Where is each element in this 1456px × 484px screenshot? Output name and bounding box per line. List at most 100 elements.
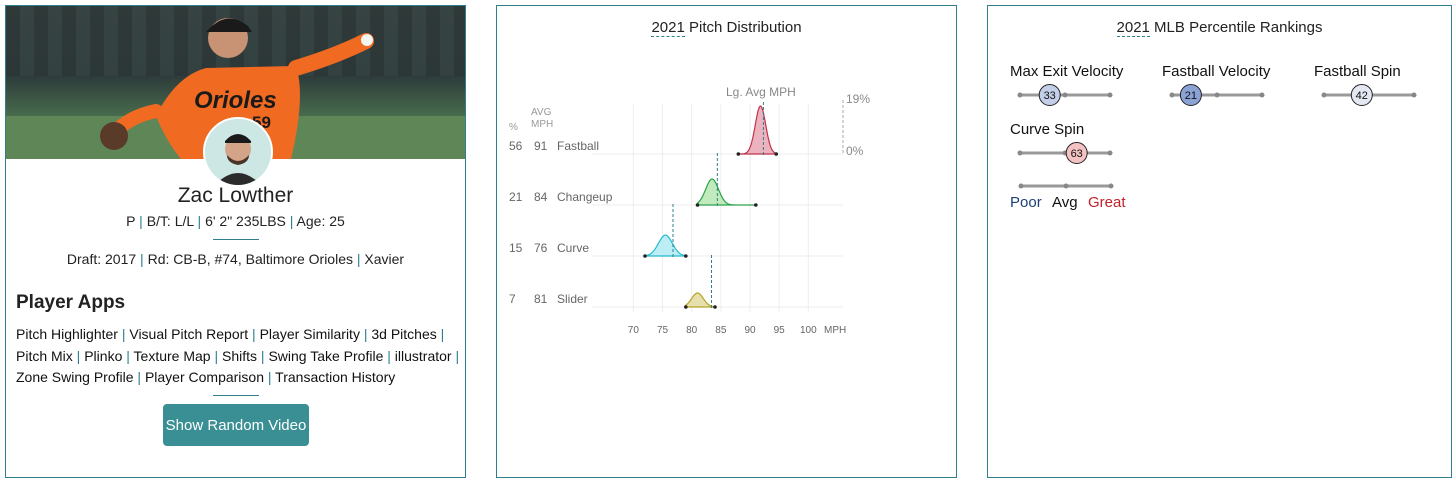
x-tick-label: 100: [800, 325, 817, 336]
x-tick-label: 70: [628, 325, 640, 336]
legend-scale: [1018, 183, 1114, 189]
app-link[interactable]: Pitch Highlighter: [16, 326, 118, 342]
min-point: [643, 254, 647, 258]
percentile-rankings-title: 2021 MLB Percentile Rankings: [1116, 19, 1323, 37]
metric-label: Fastball Spin: [1314, 63, 1401, 80]
percentile-marker: [1350, 84, 1373, 106]
app-link[interactable]: 3d Pitches: [371, 326, 437, 342]
separator: |: [248, 326, 260, 342]
draft-round: Rd: CB-B, #74, Baltimore Orioles: [147, 251, 353, 267]
pitch-distribution-title: 2021 Pitch Distribution: [651, 19, 802, 37]
percentile-slider: 33: [1017, 84, 1113, 106]
density-curve-curve: [644, 234, 687, 257]
divider: [213, 395, 259, 396]
player-apps-links: Pitch Highlighter | Visual Pitch Report …: [16, 324, 461, 389]
pitch-name: Fastball: [557, 139, 599, 153]
app-link[interactable]: Texture Map: [133, 347, 211, 364]
scale-max-label: 19%: [846, 92, 870, 106]
legend-avg: Avg: [1052, 194, 1078, 211]
metric-label: Max Exit Velocity: [1010, 63, 1124, 80]
percentile-value: 21: [1185, 90, 1197, 102]
metric-label: Fastball Velocity: [1162, 63, 1271, 80]
pitch-pct: 56: [509, 139, 523, 153]
separator: |: [122, 347, 134, 364]
separator: |: [436, 326, 445, 342]
percentile-rankings-panel: 2021 MLB Percentile Rankings Max Exit Ve…: [987, 5, 1452, 478]
player-card: Orioles 59 Zac Lowther P | B/T: L/L | 6'…: [5, 5, 466, 478]
app-link[interactable]: Visual Pitch Report: [129, 326, 249, 342]
jersey-text: Orioles: [194, 87, 277, 114]
percentile-slider: 63: [1017, 142, 1113, 164]
pitch-avg-mph: 81: [534, 292, 548, 306]
position: P: [126, 213, 136, 229]
height-weight: 6' 2" 235LBS: [205, 213, 286, 229]
x-tick-label: 95: [774, 325, 786, 336]
bats-throws: B/T: L/L: [146, 213, 194, 229]
app-link[interactable]: Transaction History: [275, 369, 396, 385]
show-random-video-button[interactable]: Show Random Video: [163, 404, 309, 446]
player-action-photo: Orioles 59: [6, 6, 465, 159]
separator: |: [264, 369, 276, 385]
legend-poor: Poor: [1010, 194, 1042, 211]
percentile-value: 42: [1356, 90, 1368, 102]
x-tick-label: 85: [715, 325, 727, 336]
percentile-slider: 42: [1321, 84, 1417, 106]
x-tick-label: 80: [686, 325, 698, 336]
pitch-pct: 21: [509, 190, 523, 204]
age: Age: 25: [296, 213, 345, 229]
app-link[interactable]: Player Comparison: [144, 369, 264, 385]
min-point: [695, 203, 700, 207]
max-point: [684, 254, 688, 258]
percentile-marker: [1038, 84, 1061, 106]
lg-avg-label: Lg. Avg MPH: [726, 85, 796, 99]
x-tick-label: 75: [657, 325, 669, 336]
pitch-distribution-chart: % AVG MPH Lg. Avg MPH 19% 0% 56 91 Fastbal…: [509, 85, 870, 336]
separator: |: [451, 347, 460, 364]
separator: |: [117, 326, 130, 342]
col-mph-header: MPH: [531, 119, 553, 130]
metric-label: Curve Spin: [1010, 121, 1085, 138]
min-point: [736, 152, 741, 156]
draft-year: Draft: 2017: [66, 251, 137, 267]
legend-great: Great: [1088, 194, 1126, 211]
app-link[interactable]: Pitch Mix: [16, 347, 73, 364]
percentile-slider: 21: [1169, 84, 1265, 106]
col-pct-header: %: [509, 122, 518, 133]
density-curve-changeup: [696, 178, 756, 206]
percentile-marker: [1179, 84, 1202, 106]
player-apps-title: Player Apps: [16, 292, 126, 313]
player-info: P | B/T: L/L | 6' 2" 235LBS | Age: 25: [126, 213, 345, 229]
x-tick-label: 90: [744, 325, 756, 336]
avatar: [203, 117, 273, 187]
app-link[interactable]: Shifts: [222, 347, 258, 364]
x-unit-label: MPH: [824, 325, 846, 336]
percentile-value: 33: [1044, 90, 1056, 102]
separator: |: [359, 326, 372, 342]
app-link[interactable]: illustrator: [394, 347, 452, 364]
player-name: Zac Lowther: [177, 184, 294, 207]
app-link[interactable]: Plinko: [84, 347, 123, 364]
pitch-avg-mph: 91: [534, 139, 548, 153]
divider: [213, 239, 259, 240]
max-point: [713, 305, 717, 309]
percentile-value: 63: [1071, 148, 1083, 160]
pitch-name: Curve: [557, 241, 589, 255]
max-point: [754, 203, 758, 207]
app-link[interactable]: Player Similarity: [259, 326, 360, 342]
draft-info: Draft: 2017 | Rd: CB-B, #74, Baltimore O…: [66, 251, 405, 267]
app-link[interactable]: Swing Take Profile: [268, 347, 384, 364]
pitch-avg-mph: 76: [534, 241, 548, 255]
density-curve-slider: [685, 292, 716, 308]
pitch-name: Slider: [557, 292, 588, 306]
scale-min-label: 0%: [846, 144, 864, 158]
separator: |: [383, 347, 395, 364]
app-link[interactable]: Zone Swing Profile: [16, 369, 134, 385]
pitch-avg-mph: 84: [534, 190, 548, 204]
pitch-pct: 15: [509, 241, 523, 255]
separator: |: [72, 347, 85, 364]
separator: |: [257, 347, 269, 364]
density-curve-fastball: [738, 105, 777, 155]
pitch-pct: 7: [509, 292, 516, 306]
separator: |: [210, 347, 222, 364]
col-avg-header: AVG: [531, 107, 552, 118]
